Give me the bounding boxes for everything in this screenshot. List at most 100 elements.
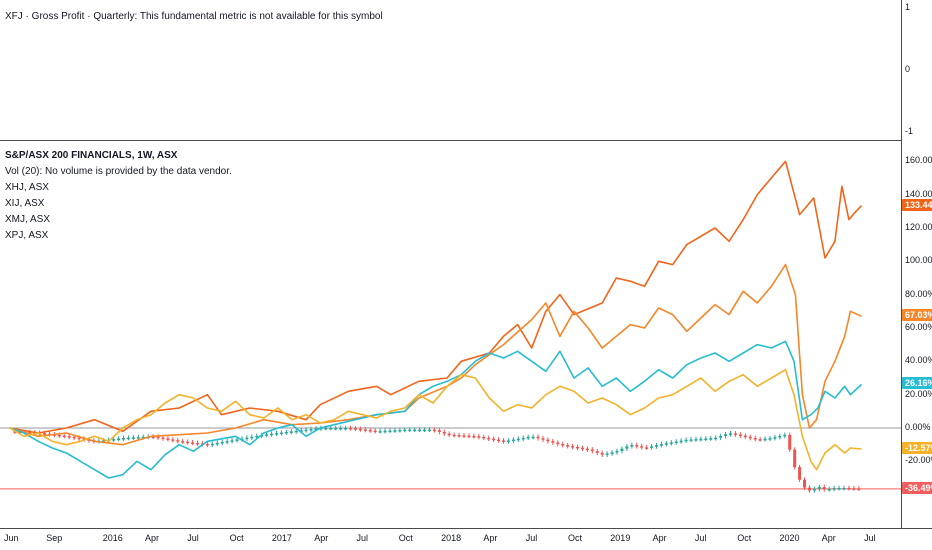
candle-body: [506, 440, 510, 442]
main-title[interactable]: S&P/ASX 200 FINANCIALS, 1W, ASX: [5, 150, 178, 161]
time-axis-tick: 2016: [102, 533, 123, 543]
candle-body: [511, 439, 515, 442]
price-axis-tick: 60.00%: [905, 321, 932, 332]
price-axis-tick: 100.00%: [905, 255, 932, 266]
candle-body: [423, 429, 427, 432]
candle-body: [215, 442, 219, 445]
candle-body: [654, 445, 658, 447]
candle-body: [408, 429, 412, 432]
candle-body: [763, 438, 767, 441]
legend-symbol-xhj[interactable]: XHJ, ASX: [5, 182, 49, 193]
price-axis-tick: 40.00%: [905, 355, 932, 366]
candle-body: [324, 428, 328, 430]
candle-body: [694, 439, 698, 441]
candle-body: [102, 440, 106, 442]
last-value-badge-xij: 67.03%: [902, 309, 932, 322]
candle-body: [349, 428, 353, 430]
candle-body: [393, 430, 397, 432]
price-axis-tick: 80.00%: [905, 288, 932, 299]
candle-body: [427, 429, 431, 432]
candle-body: [798, 467, 802, 480]
candle-body: [255, 435, 259, 438]
candle-body: [171, 439, 175, 441]
candle-body: [363, 429, 367, 431]
candle-body: [235, 439, 239, 441]
candle-body: [122, 437, 126, 440]
candle-body: [566, 445, 570, 447]
candle-body: [832, 488, 836, 490]
candle-body: [669, 442, 673, 444]
candle-body: [704, 438, 708, 441]
candle-body: [437, 430, 441, 432]
legend-symbol-xpj[interactable]: XPJ, ASX: [5, 230, 49, 241]
candle-body: [531, 436, 535, 439]
candle-body: [383, 430, 387, 433]
time-axis-tick: Jul: [356, 533, 369, 543]
time-axis-tick: Oct: [737, 533, 752, 543]
candle-body: [67, 436, 71, 438]
candle-body: [289, 431, 293, 433]
candle-body: [561, 444, 565, 446]
candle-body: [664, 443, 668, 445]
time-axis-tick: Oct: [229, 533, 244, 543]
candle-body: [615, 451, 619, 453]
candle-body: [521, 437, 525, 440]
candle-body: [502, 440, 505, 442]
candle-body: [403, 429, 407, 432]
candle-body: [344, 428, 348, 430]
candle-body: [304, 429, 308, 432]
candle-body: [487, 437, 491, 440]
candle-body: [186, 441, 190, 444]
time-axis-tick: 2017: [271, 533, 292, 543]
candle-body: [126, 437, 130, 440]
candle-body: [62, 435, 66, 438]
candle-body: [13, 431, 17, 433]
time-axis-tick: Jun: [4, 533, 19, 543]
top-axis-tick: -1: [905, 126, 914, 136]
candle-body: [590, 449, 594, 452]
candle-body: [699, 438, 703, 441]
candle-body: [418, 429, 422, 432]
fundamental-message: XFJ · Gross Profit · Quarterly: This fun…: [5, 11, 383, 22]
time-axis-tick: Sep: [46, 533, 63, 543]
candle-body: [299, 430, 303, 432]
candle-body: [398, 429, 402, 432]
candle-body: [580, 447, 584, 450]
candle-body: [630, 445, 634, 447]
price-axis-tick: 120.00%: [905, 221, 932, 232]
candle-body: [220, 442, 224, 444]
candle-body: [571, 446, 575, 448]
candle-body: [18, 431, 22, 434]
candle-body: [250, 436, 254, 439]
legend-symbol-xij[interactable]: XIJ, ASX: [5, 198, 45, 209]
candle-body: [536, 436, 540, 439]
candle-body: [733, 433, 737, 435]
candle-body: [156, 436, 160, 439]
fundamental-pane[interactable]: XFJ · Gross Profit · Quarterly: This fun…: [0, 0, 901, 141]
legend-symbol-xmj[interactable]: XMJ, ASX: [5, 214, 51, 225]
time-axis-border: [0, 528, 932, 529]
candle-body: [516, 438, 520, 441]
series-line-xmj: [9, 340, 863, 479]
candle-body: [817, 487, 821, 489]
candle-body: [452, 434, 456, 437]
candle-body: [136, 437, 140, 439]
candle-body: [709, 438, 713, 440]
candle-body: [679, 440, 683, 443]
candle-body: [432, 429, 436, 432]
candle-body: [497, 439, 501, 442]
candle-body: [605, 453, 609, 456]
candle-body: [447, 433, 451, 436]
candle-body: [585, 448, 589, 451]
candle-body: [773, 437, 777, 439]
price-axis-tick: 140.00%: [905, 188, 932, 199]
candle-body: [166, 438, 170, 440]
candle-body: [625, 446, 629, 449]
candle-body: [131, 437, 135, 439]
last-value-badge-xmj: 26.16%: [902, 377, 932, 390]
candle-body: [793, 449, 797, 468]
last-value-badge-xfj: -36.49%: [902, 481, 932, 494]
time-axis-tick: Jul: [694, 533, 707, 543]
